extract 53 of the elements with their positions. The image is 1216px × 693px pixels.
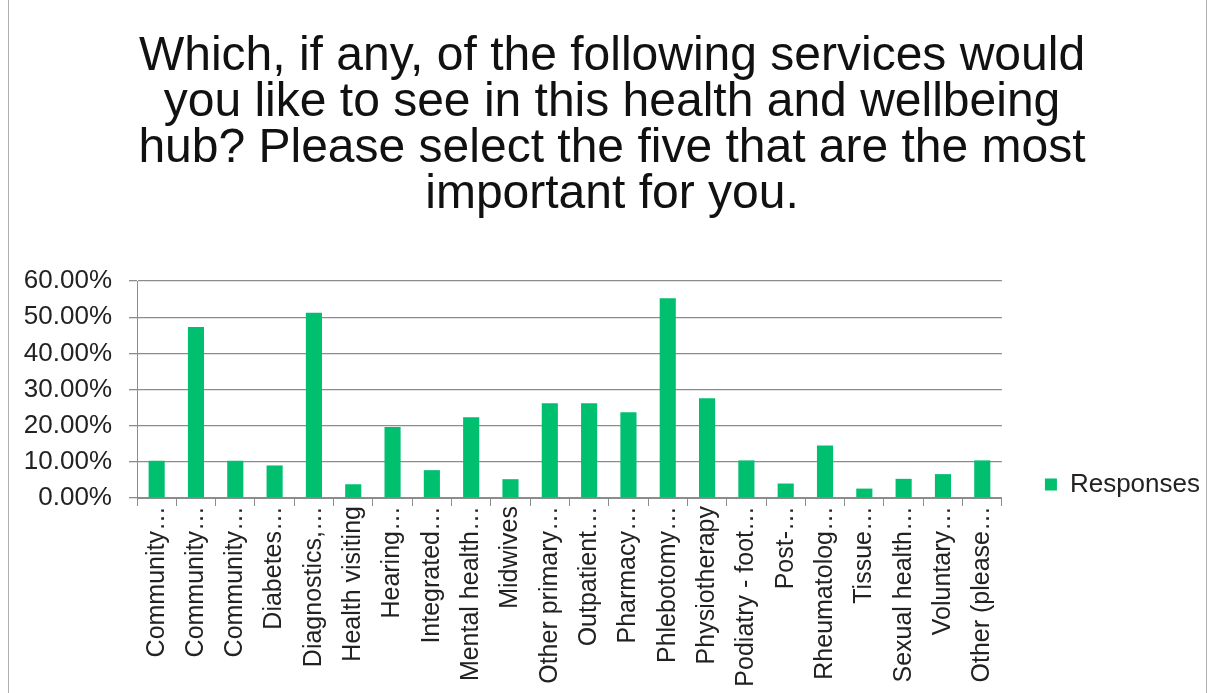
y-tick-label: 40.00%	[23, 336, 112, 367]
y-tick-label: 30.00%	[23, 372, 112, 403]
x-tick-label: Tissue…	[848, 506, 877, 604]
bar	[581, 403, 598, 498]
bar	[895, 478, 912, 498]
x-tick-label: Health visiting	[337, 506, 366, 662]
bar	[148, 460, 165, 498]
x-tick-label: Post-…	[769, 506, 798, 590]
x-tick-label: Hearing…	[376, 506, 405, 619]
x-tick-label: Integrated…	[415, 506, 444, 644]
x-tick-label: Podiatry - foot…	[730, 506, 759, 687]
bar	[423, 470, 440, 498]
bar	[816, 445, 834, 498]
bar	[699, 398, 716, 498]
bar	[227, 460, 244, 498]
bar	[974, 460, 991, 498]
bar	[541, 403, 558, 498]
x-tick-label: Physiotherapy	[690, 505, 719, 665]
x-tick-label: Community…	[140, 506, 169, 658]
y-tick-label: 0.00%	[38, 481, 112, 512]
chart-title: Which, if any, of the following services would you like to see in this health and wellbeing hub? Please select the five that are the most important for you.	[137, 27, 1087, 218]
bar	[305, 312, 322, 498]
y-tick-label: 20.00%	[23, 408, 112, 439]
x-tick-label: Sexual health…	[887, 506, 916, 683]
legend-label: Responses	[1069, 467, 1200, 498]
y-tick-label: 50.00%	[23, 300, 112, 331]
x-tick-label: Mental health…	[455, 506, 484, 682]
x-tick-label: Rheumatolog…	[808, 506, 837, 680]
x-tick-label: Community…	[179, 506, 208, 658]
y-tick-label: 60.00%	[23, 264, 112, 295]
x-tick-label: Phlebotomy…	[651, 506, 680, 664]
bar	[659, 298, 676, 498]
x-tick-label: Voluntary…	[926, 506, 955, 636]
bar	[856, 488, 873, 498]
x-tick-label: Other (please…	[966, 506, 995, 683]
x-tick-label: Midwives	[494, 506, 523, 609]
x-tick-label: Pharmacy…	[612, 506, 641, 644]
bar	[187, 326, 205, 498]
bar	[934, 474, 952, 498]
x-tick-label: Outpatient…	[573, 506, 602, 647]
bar	[266, 465, 283, 498]
bar	[384, 427, 401, 498]
x-tick-label: Diagnostics,…	[297, 506, 326, 668]
bar	[502, 479, 519, 498]
bar	[463, 417, 480, 498]
x-tick-label: Community…	[219, 506, 248, 658]
bar	[620, 412, 637, 498]
x-tick-label: Other primary…	[533, 506, 562, 684]
bar	[738, 460, 755, 498]
x-tick-label: Diabetes…	[258, 506, 287, 630]
bar	[345, 484, 362, 498]
bar	[777, 483, 794, 498]
y-tick-label: 10.00%	[23, 445, 112, 476]
